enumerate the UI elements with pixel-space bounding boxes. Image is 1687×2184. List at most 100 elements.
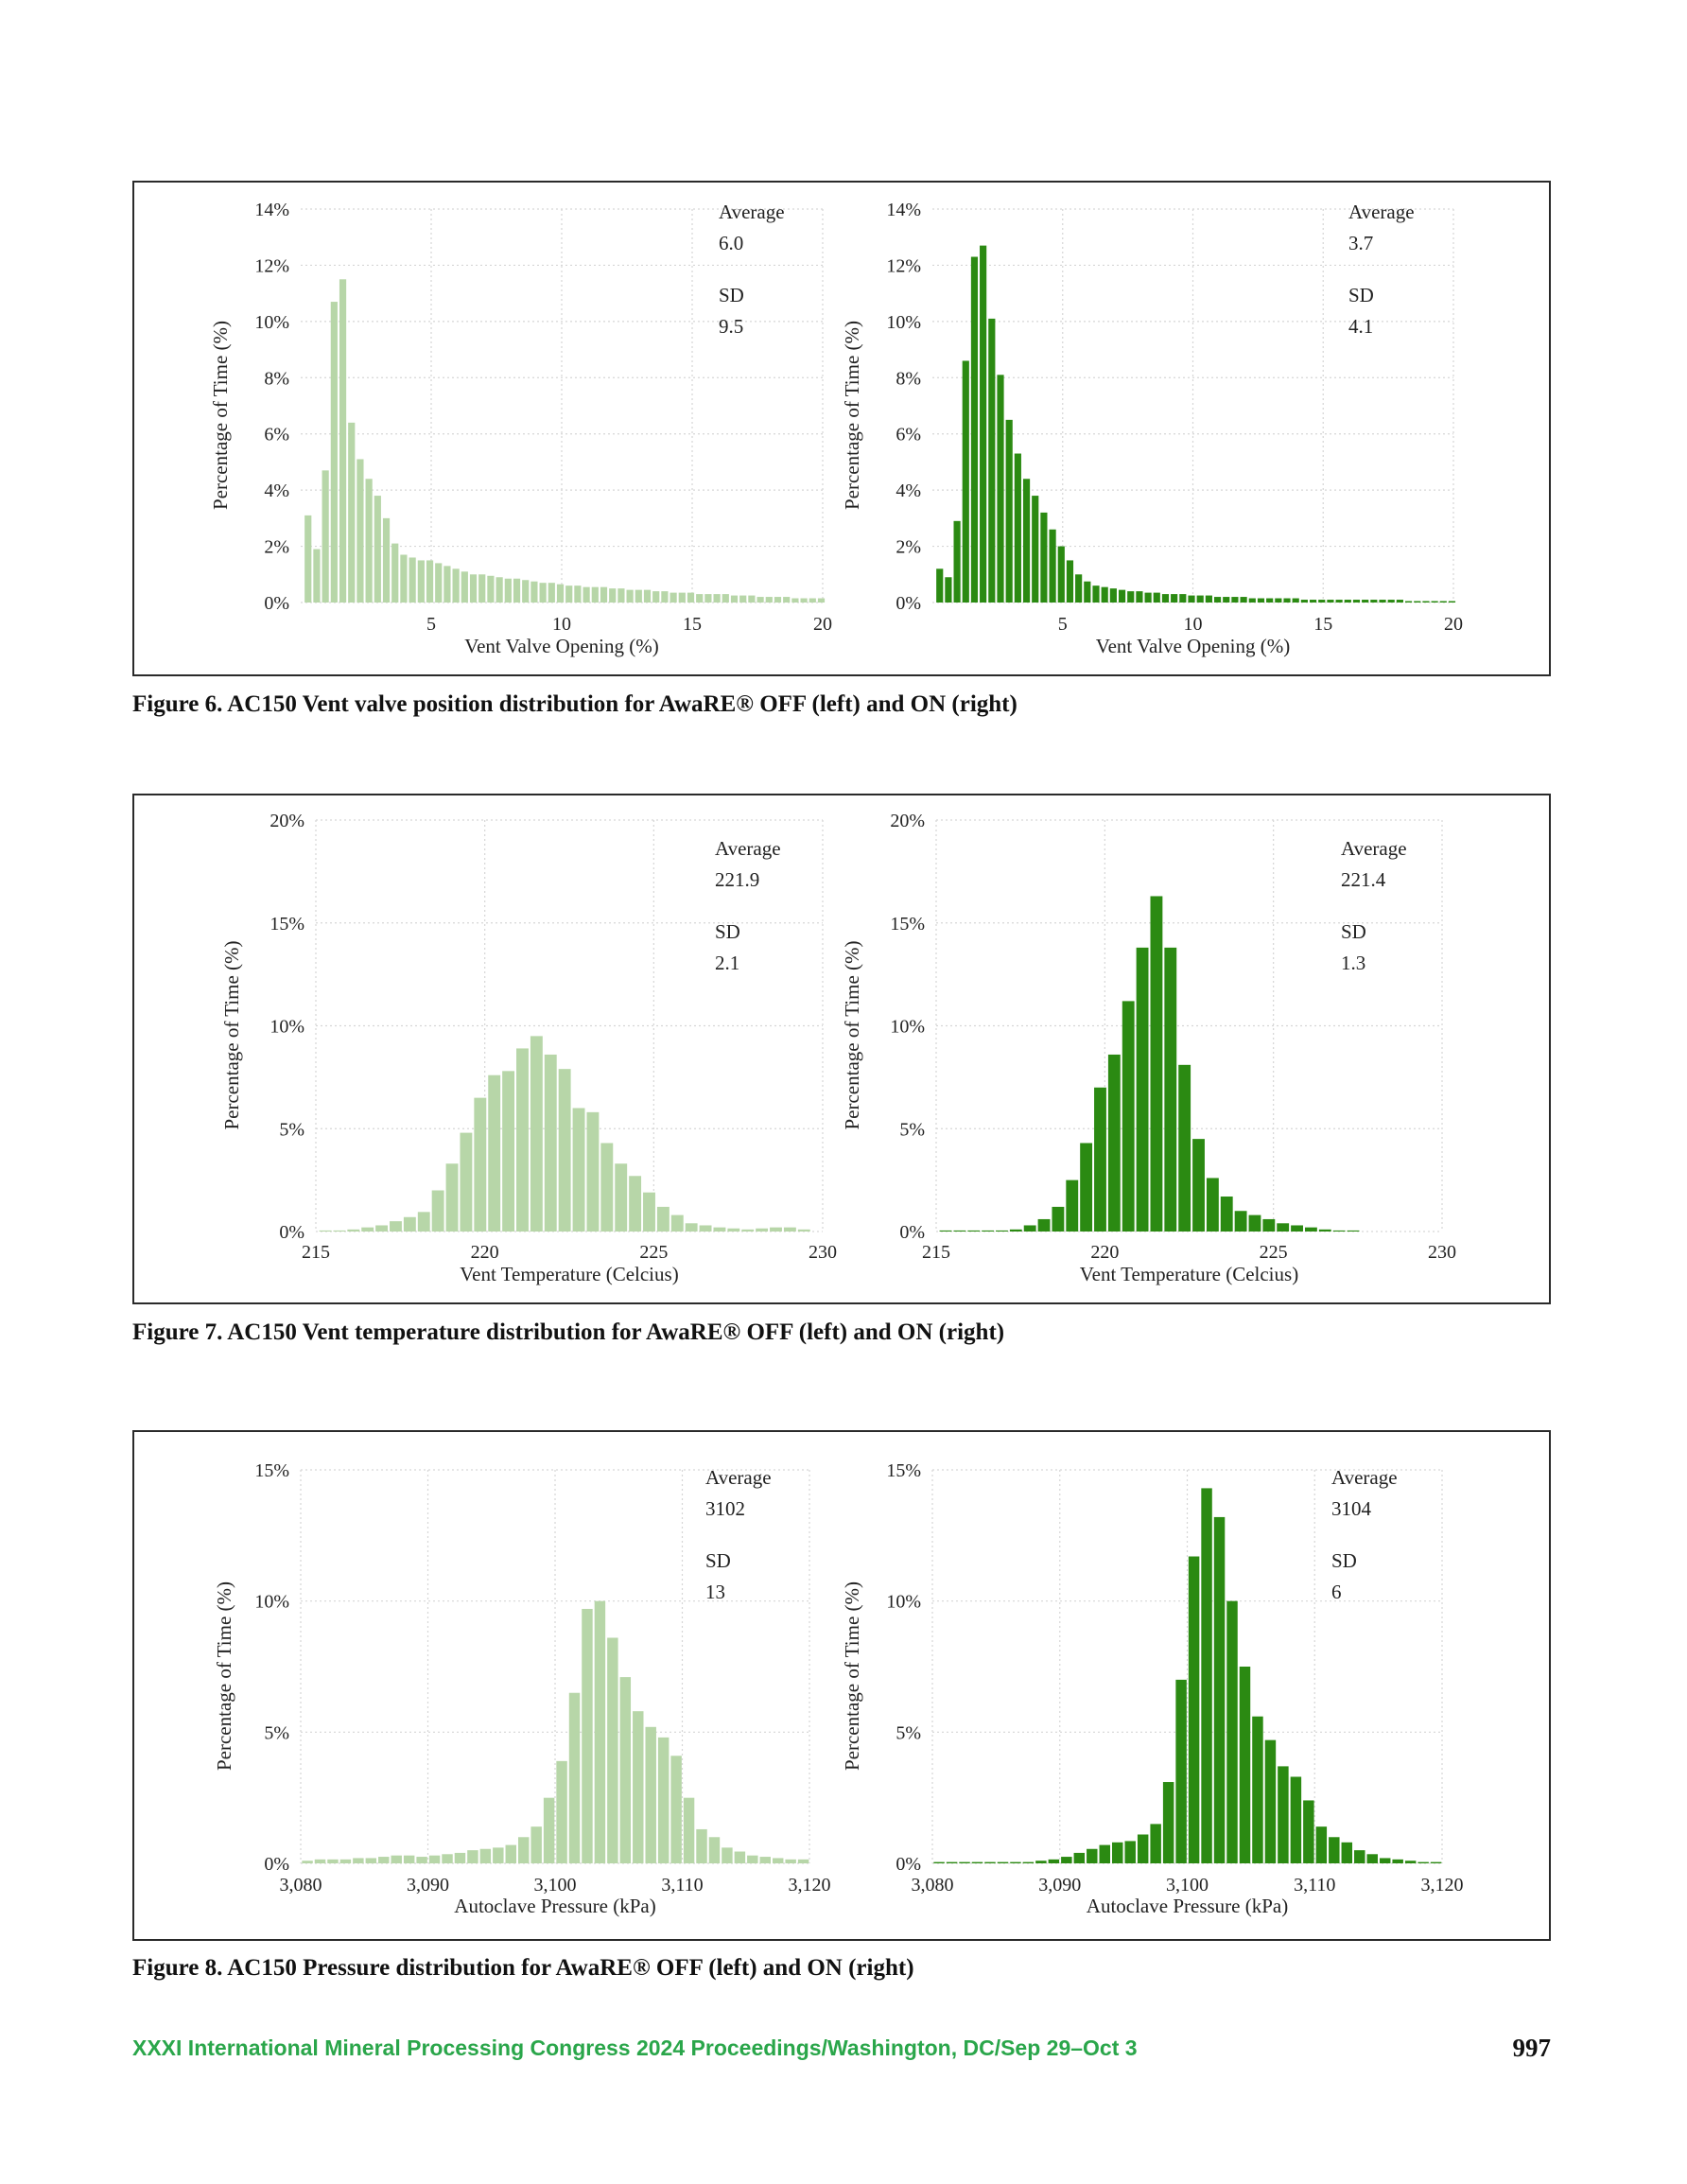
- histogram-bar: [1417, 1861, 1429, 1863]
- chart-left: 0% 2% 4% 6% 8% 10% 12% 14% 5 10 15 20 Vent Valve Ope…: [209, 200, 832, 657]
- x-tick-label: 220: [1090, 1242, 1119, 1263]
- histogram-bar: [426, 560, 434, 603]
- y-axis-label: Percentage of Time (%): [841, 940, 863, 1129]
- histogram-bar: [1414, 601, 1421, 603]
- histogram-bar: [1262, 1218, 1276, 1232]
- histogram-bar: [513, 578, 521, 603]
- histogram-bar: [1231, 597, 1239, 603]
- chart-right: 0% 5% 10% 15% 3,080 3,090 3,100 3,110 3,120 Autoc…: [841, 1460, 1464, 1917]
- histogram-bar: [1080, 1143, 1093, 1232]
- histogram-bar: [683, 1797, 695, 1863]
- x-tick-label: 15: [683, 614, 702, 635]
- histogram-bar: [997, 1861, 1009, 1863]
- histogram-bar: [734, 1851, 746, 1863]
- histogram-bar: [1275, 598, 1282, 603]
- histogram-bar: [1022, 1861, 1035, 1863]
- histogram-bar: [1439, 601, 1447, 603]
- y-tick-label: 5%: [279, 1119, 304, 1140]
- histogram-bar: [1354, 1850, 1365, 1863]
- histogram-bar: [474, 1097, 487, 1232]
- x-tick-label: 5: [1058, 614, 1068, 635]
- histogram-bar: [502, 1071, 515, 1232]
- histogram-bar: [970, 256, 979, 603]
- histogram-bar: [1037, 1218, 1051, 1232]
- histogram-bar: [1153, 592, 1160, 603]
- histogram-bar: [678, 592, 686, 603]
- x-tick-label: 10: [552, 614, 571, 635]
- histogram-bar: [1318, 1229, 1331, 1232]
- histogram-bar: [971, 1861, 983, 1863]
- histogram-bar: [1315, 1826, 1328, 1863]
- chart-right: 0% 5% 10% 15% 20% 215 220 225 230 Vent Temperatur…: [841, 811, 1456, 1285]
- histogram-bar: [774, 597, 782, 603]
- histogram-bar: [1099, 1844, 1110, 1863]
- histogram-bar: [670, 1756, 682, 1863]
- figure-8-caption: Figure 8. AC150 Pressure distribution fo…: [132, 1955, 914, 1981]
- x-tick-label: 225: [639, 1242, 668, 1263]
- histogram-bar: [454, 1852, 466, 1863]
- histogram-bar: [1341, 1842, 1353, 1863]
- x-tick-label: 215: [302, 1242, 330, 1263]
- histogram-bar: [1283, 598, 1291, 603]
- histogram-bar: [1049, 529, 1056, 603]
- histogram-bar: [1327, 600, 1334, 603]
- histogram-bar: [496, 577, 503, 603]
- histogram-bar: [1234, 1211, 1247, 1232]
- y-tick-label: 15%: [886, 1460, 921, 1481]
- histogram-bar: [722, 1847, 733, 1863]
- histogram-bar: [1196, 595, 1204, 603]
- stat-sd-value: 4.1: [1348, 315, 1373, 338]
- histogram-bar: [984, 1861, 996, 1863]
- figure-7-box: 0% 5% 10% 15% 20% 215 220 225 230 Vent Temperatur…: [132, 794, 1551, 1304]
- y-tick-label: 10%: [886, 1592, 921, 1613]
- stat-sd-label: SD: [1341, 920, 1366, 943]
- histogram-bar: [330, 302, 338, 603]
- histogram-bar: [445, 1163, 459, 1232]
- stat-sd-value: 9.5: [719, 315, 743, 338]
- x-tick-label: 220: [471, 1242, 499, 1263]
- histogram-bar: [365, 479, 373, 603]
- histogram-bar: [1379, 1858, 1391, 1863]
- histogram-bar: [1448, 601, 1456, 603]
- stat-average-label: Average: [705, 1466, 772, 1489]
- histogram-bar: [1022, 479, 1031, 603]
- histogram-bar: [304, 515, 312, 603]
- histogram-bar: [1213, 597, 1222, 603]
- stat-sd-label: SD: [1348, 284, 1374, 306]
- histogram-bar: [435, 563, 443, 603]
- histogram-bar: [431, 1190, 444, 1232]
- histogram-bar: [936, 568, 944, 603]
- histogram-bar: [313, 549, 321, 603]
- histogram-bar: [817, 598, 826, 603]
- y-tick-label: 10%: [890, 1017, 925, 1038]
- histogram-bar: [1023, 1225, 1036, 1232]
- histogram-bar: [619, 1677, 632, 1863]
- histogram-bar: [1061, 1857, 1072, 1863]
- stat-average-label: Average: [1348, 201, 1415, 223]
- histogram-bar: [609, 588, 617, 603]
- histogram-bar: [643, 1192, 655, 1232]
- figure-8-svg: 0% 5% 10% 15% 3,080 3,090 3,100 3,110 3,120 Autoc…: [213, 1460, 1464, 1917]
- histogram-bar: [582, 1608, 593, 1863]
- histogram-bar: [583, 586, 590, 603]
- histogram-bar: [1362, 600, 1369, 603]
- histogram-bar: [704, 594, 712, 603]
- y-tick-label: 6%: [264, 425, 289, 446]
- histogram-bar: [544, 1054, 557, 1232]
- proceedings-footer: XXXI International Mineral Processing Co…: [132, 2035, 1138, 2060]
- histogram-bar: [1220, 1197, 1233, 1232]
- histogram-bar: [347, 1229, 360, 1232]
- histogram-bar: [348, 422, 356, 603]
- histogram-bar: [467, 1850, 478, 1863]
- histogram-bar: [713, 594, 721, 603]
- histogram-bar: [1240, 597, 1247, 603]
- y-axis-label: Percentage of Time (%): [841, 1581, 863, 1771]
- histogram-bar: [1430, 1861, 1442, 1863]
- histogram-bar: [1137, 1834, 1149, 1863]
- y-tick-label: 10%: [254, 1592, 289, 1613]
- y-tick-label: 6%: [896, 425, 921, 446]
- histogram-bar: [322, 470, 329, 603]
- histogram-bar: [1124, 1841, 1136, 1863]
- histogram-bar: [478, 574, 486, 603]
- histogram-bar: [339, 1859, 352, 1863]
